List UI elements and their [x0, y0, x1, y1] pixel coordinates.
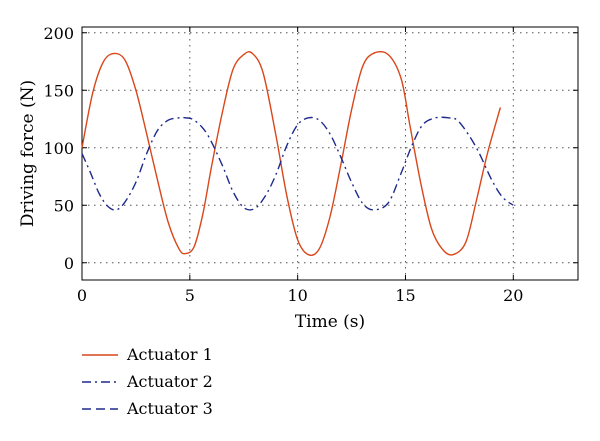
y-axis-label: Driving force (N) — [18, 80, 38, 227]
plot-frame — [81, 26, 579, 281]
y-tick-label: 0 — [64, 254, 74, 273]
x-axis-label: Time (s) — [295, 312, 365, 332]
x-tick-label: 20 — [503, 286, 523, 305]
legend-label-3: Actuator 3 — [126, 399, 213, 418]
series-line-2 — [81, 116, 514, 211]
y-tick-label: 200 — [43, 24, 74, 43]
x-tick-label: 10 — [287, 286, 307, 305]
x-tick-label: 5 — [185, 286, 195, 305]
y-tick-label: 100 — [43, 139, 74, 158]
x-tick-label: 0 — [77, 286, 87, 305]
grid — [82, 27, 578, 280]
legend-label-2: Actuator 2 — [126, 372, 213, 391]
x-tick-label: 15 — [395, 286, 415, 305]
series-line-1 — [81, 50, 502, 257]
series-lines — [81, 50, 514, 257]
legend: Actuator 1 Actuator 2 Actuator 3 — [82, 345, 213, 418]
legend-label-1: Actuator 1 — [126, 345, 213, 364]
y-tick-label: 150 — [43, 81, 74, 100]
y-tick-label: 50 — [54, 196, 74, 215]
